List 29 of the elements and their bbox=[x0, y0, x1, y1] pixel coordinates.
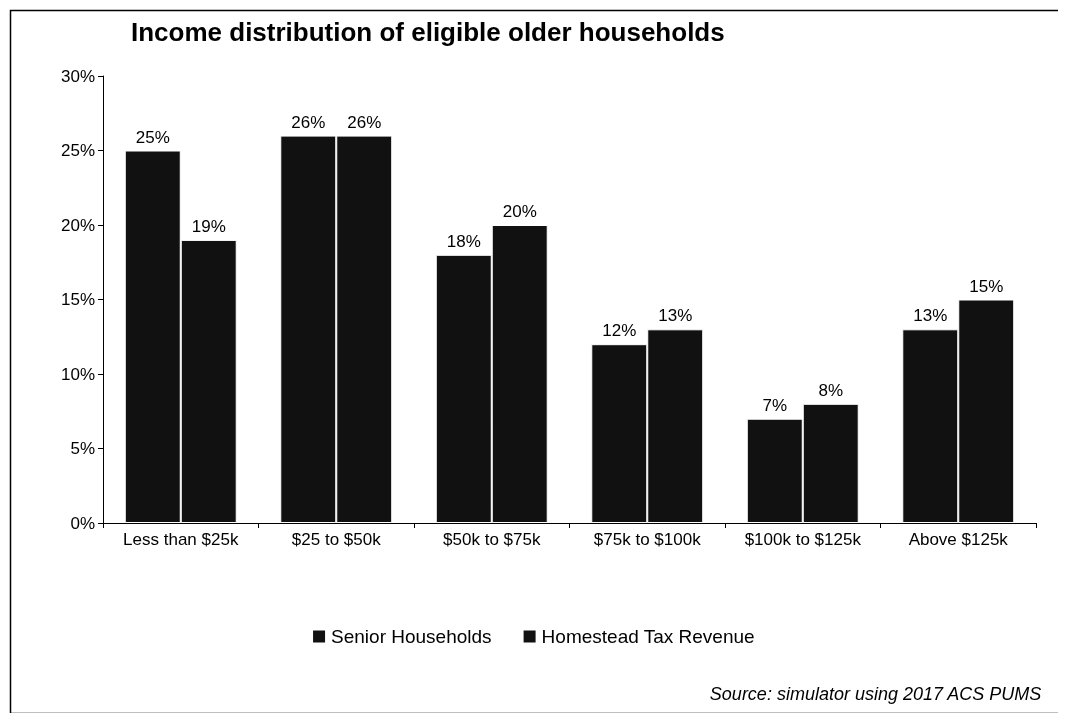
x-tick-label: Less than $25k bbox=[123, 530, 239, 549]
data-label: 13% bbox=[658, 306, 693, 326]
y-tick-label: 0% bbox=[70, 513, 95, 533]
data-label: 19% bbox=[191, 216, 226, 236]
source-note: Source: simulator using 2017 ACS PUMS bbox=[709, 684, 1042, 704]
legend-label: Homestead Tax Revenue bbox=[541, 626, 755, 647]
y-tick-label: 5% bbox=[70, 439, 95, 458]
data-label: 15% bbox=[969, 276, 1004, 296]
data-label: 13% bbox=[913, 306, 948, 326]
chart-title: Income distribution of eligible older households bbox=[131, 17, 725, 47]
y-tick-label: 30% bbox=[60, 66, 95, 86]
y-tick-label: 15% bbox=[60, 290, 95, 309]
data-label: 12% bbox=[602, 321, 637, 341]
data-label: 26% bbox=[347, 112, 382, 132]
data-label: 25% bbox=[135, 127, 170, 147]
x-tick-label: $100k to $125k bbox=[744, 530, 862, 549]
x-tick-label: $75k to $100k bbox=[593, 530, 702, 549]
data-label: 26% bbox=[291, 112, 326, 132]
x-tick-label: $50k to $75k bbox=[443, 530, 541, 549]
y-tick-label: 25% bbox=[60, 141, 95, 160]
y-tick-label: 20% bbox=[60, 215, 95, 235]
y-tick-label: 10% bbox=[60, 364, 95, 384]
data-label: 7% bbox=[762, 395, 788, 415]
legend-label: Senior Households bbox=[331, 626, 492, 647]
data-label: 18% bbox=[446, 231, 481, 251]
data-label: 8% bbox=[818, 380, 844, 400]
data-label: 20% bbox=[502, 202, 537, 221]
x-tick-label: $25 to $50k bbox=[291, 530, 382, 549]
x-tick-label: Above $125k bbox=[908, 530, 1009, 549]
